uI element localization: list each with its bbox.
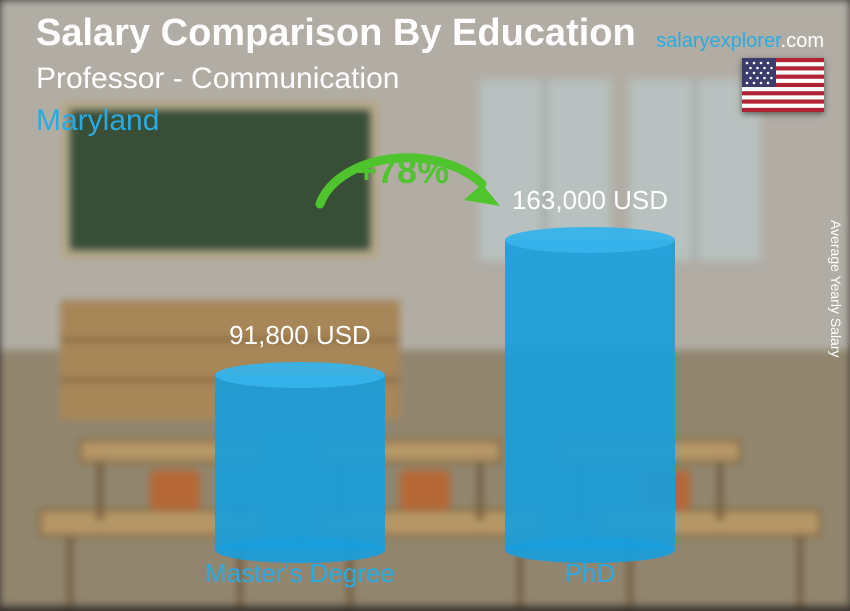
bar-top [505, 227, 675, 253]
page-title: Salary Comparison By Education [36, 12, 636, 55]
country-flag-icon [742, 58, 824, 112]
job-title: Professor - Communication [36, 62, 399, 96]
location-label: Maryland [36, 104, 159, 138]
brand-prefix: salaryexplorer [656, 30, 781, 52]
y-axis-label: Average Yearly Salary [828, 220, 844, 358]
brand-suffix: .com [781, 30, 824, 52]
bar-value: 163,000 USD [500, 185, 680, 216]
percent-increase-label: +78% [356, 150, 449, 192]
bar-body [505, 240, 675, 550]
brand-label: salaryexplorer.com [656, 30, 824, 53]
bar-label: PhD [470, 558, 710, 589]
